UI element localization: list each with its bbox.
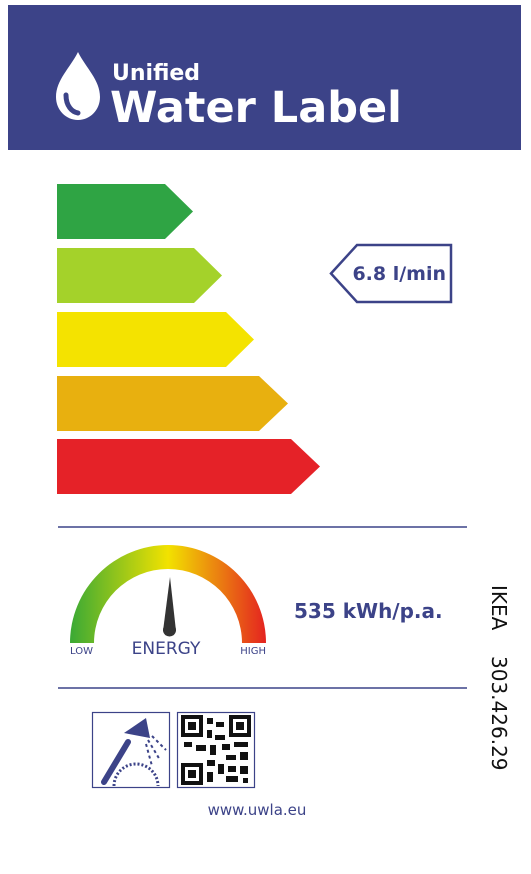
flow-rate: 6.8 l/min bbox=[352, 263, 446, 285]
header-title: Water Label bbox=[110, 83, 402, 133]
class-bar bbox=[57, 184, 193, 239]
energy-gauge bbox=[70, 545, 266, 643]
footer-url: www.uwla.eu bbox=[208, 801, 307, 819]
shower-icon bbox=[91, 711, 171, 789]
class-bar bbox=[57, 312, 254, 367]
product-article: 303.426.29 bbox=[487, 656, 511, 771]
drop-highlight bbox=[63, 92, 81, 116]
energy-value: 535 kWh/p.a. bbox=[294, 599, 443, 623]
class-bar bbox=[57, 248, 222, 303]
gauge-label: ENERGY bbox=[132, 639, 201, 659]
gauge-high: HIGH bbox=[240, 646, 266, 657]
header-subtitle: Unified bbox=[112, 61, 200, 86]
qr-code bbox=[176, 711, 256, 789]
gauge-low: LOW bbox=[70, 646, 93, 657]
needle-hub bbox=[163, 623, 176, 637]
class-bar bbox=[57, 376, 288, 431]
class-bar bbox=[57, 439, 320, 494]
product-brand: IKEA bbox=[487, 585, 511, 631]
gauge-needle bbox=[163, 577, 176, 631]
flow-indicator bbox=[329, 243, 453, 304]
